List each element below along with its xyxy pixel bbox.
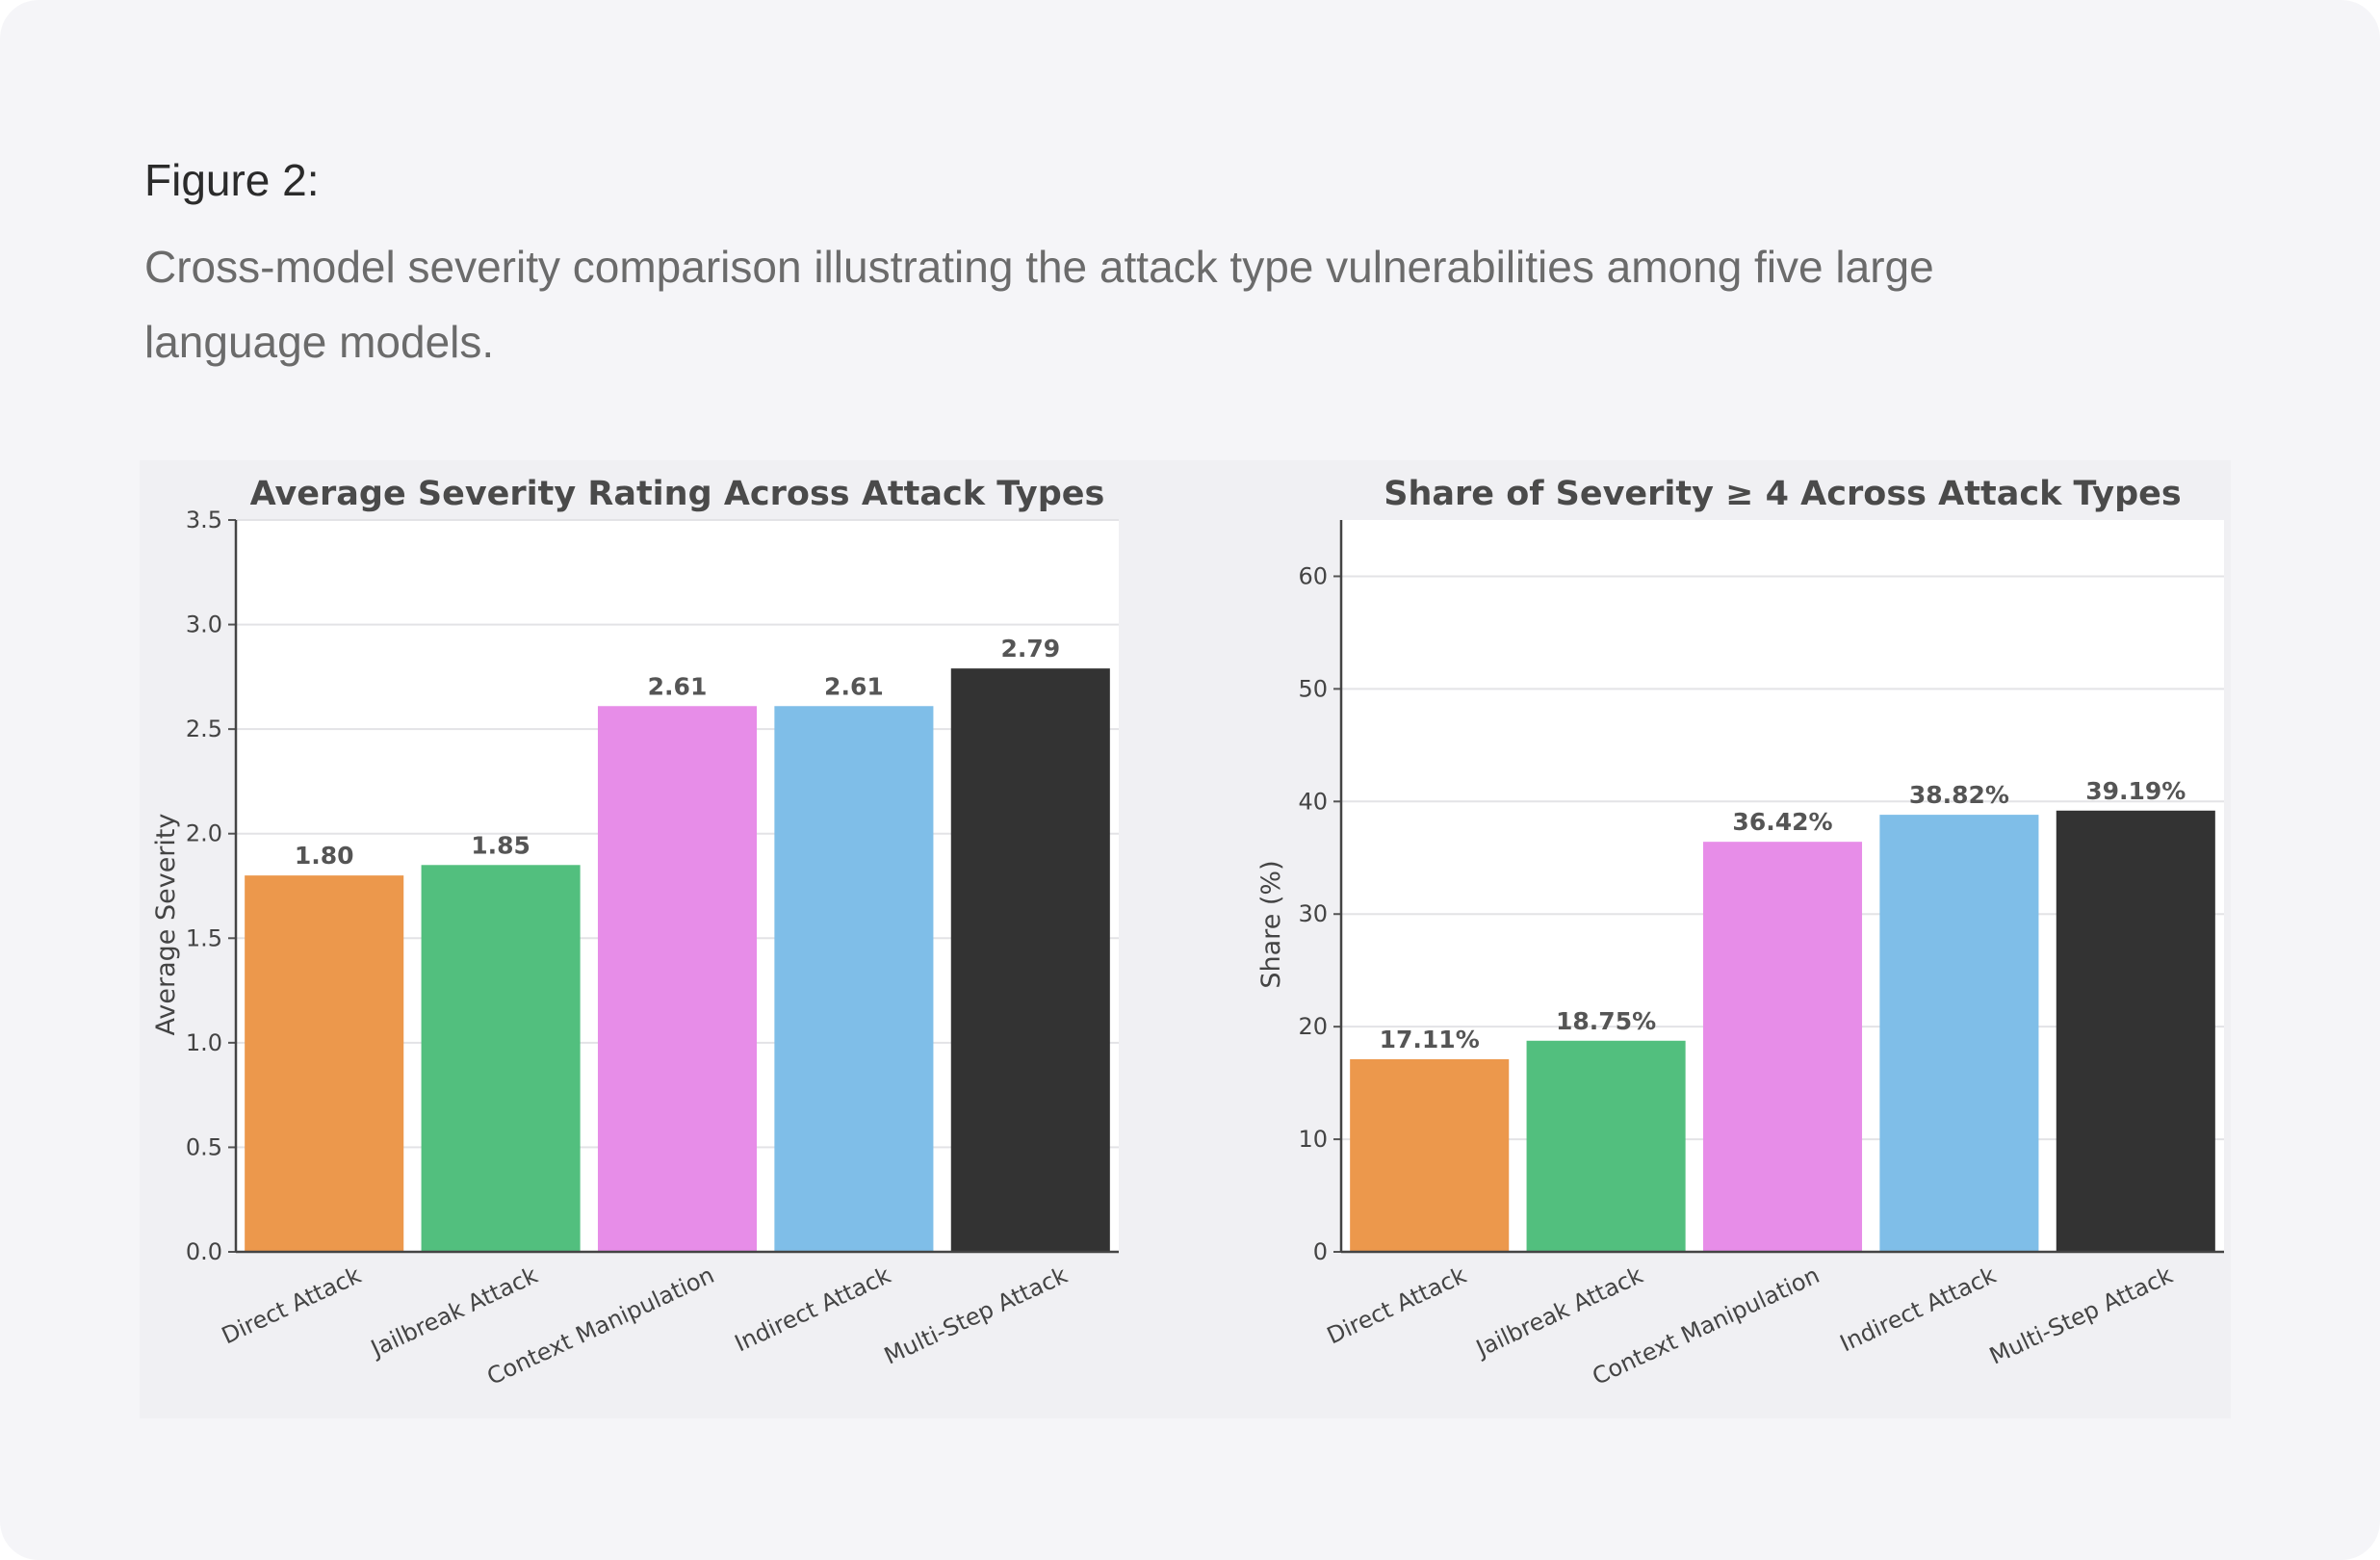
share-bar-chart: 0 10 20 30 40 50 60 17.11% Direct Attack 18.75% Ja… [1256, 475, 2224, 1391]
y-tick-label: 0.5 [186, 1133, 222, 1160]
data-label-direct-attack: 1.80 [295, 842, 354, 870]
x-tick-label-indirect-attack: Indirect Attack [1836, 1261, 2001, 1357]
bar-jailbreak-attack [421, 865, 581, 1252]
y-axis-label: Share (%) [1256, 860, 1286, 988]
x-tick-label-jailbreak-attack: Jailbreak Attack [1470, 1261, 1647, 1363]
y-tick-label: 10 [1298, 1126, 1328, 1153]
data-label-indirect-attack: 2.61 [824, 672, 884, 700]
charts-panel: 0.0 0.5 1.0 1.5 2.0 2.5 3.0 3.5 1.80 Direct Attac… [140, 460, 2231, 1418]
bar-context-manipulation [597, 706, 758, 1252]
x-tick-label-multi-step-attack: Multi-Step Attack [880, 1261, 1072, 1370]
y-tick-label: 30 [1298, 900, 1328, 927]
figure-caption: Cross-model severity comparison illustra… [144, 242, 1934, 367]
y-tick-label: 0 [1313, 1238, 1328, 1265]
x-tick-label-direct-attack: Direct Attack [218, 1261, 365, 1349]
y-tick-label: 3.0 [186, 611, 222, 638]
data-label-context-manipulation: 2.61 [648, 672, 708, 700]
x-tick-label-indirect-attack: Indirect Attack [731, 1261, 895, 1357]
bar-context-manipulation [1702, 842, 1863, 1252]
y-tick-label: 20 [1298, 1013, 1328, 1040]
y-tick-label: 40 [1298, 788, 1328, 815]
data-label-direct-attack: 17.11% [1380, 1026, 1480, 1053]
bar-direct-attack [245, 875, 404, 1252]
data-label-multi-step-attack: 2.79 [1000, 635, 1060, 663]
bar-indirect-attack [1879, 815, 2039, 1252]
severity-bar-chart: 0.0 0.5 1.0 1.5 2.0 2.5 3.0 3.5 1.80 Direct Attac… [151, 475, 1119, 1391]
x-tick-label-multi-step-attack: Multi-Step Attack [1985, 1261, 2177, 1370]
data-label-multi-step-attack: 39.19% [2085, 777, 2186, 805]
data-label-jailbreak-attack: 1.85 [471, 831, 530, 859]
bar-multi-step-attack [950, 668, 1110, 1252]
y-axis-label: Average Severity [151, 813, 181, 1035]
y-tick-label: 2.5 [186, 715, 222, 742]
figure-label: Figure 2: [144, 155, 320, 205]
bar-indirect-attack [774, 706, 934, 1252]
bar-multi-step-attack [2056, 810, 2215, 1252]
y-tick-label: 3.5 [186, 507, 222, 533]
chart-title: Average Severity Rating Across Attack Ty… [250, 475, 1105, 513]
y-tick-label: 1.0 [186, 1029, 222, 1056]
y-tick-label: 1.5 [186, 924, 222, 951]
data-label-jailbreak-attack: 18.75% [1556, 1007, 1656, 1035]
data-label-context-manipulation: 36.42% [1732, 808, 1832, 836]
y-tick-label: 50 [1298, 675, 1328, 702]
bar-jailbreak-attack [1526, 1040, 1686, 1252]
data-label-indirect-attack: 38.82% [1909, 781, 2009, 809]
y-tick-label: 0.0 [186, 1238, 222, 1265]
bar-direct-attack [1350, 1058, 1510, 1252]
y-tick-label: 2.0 [186, 820, 222, 847]
y-tick-label: 60 [1298, 562, 1328, 589]
x-tick-label-jailbreak-attack: Jailbreak Attack [365, 1261, 542, 1363]
chart-title: Share of Severity ≥ 4 Across Attack Type… [1384, 475, 2181, 513]
x-tick-label-direct-attack: Direct Attack [1323, 1261, 1470, 1349]
